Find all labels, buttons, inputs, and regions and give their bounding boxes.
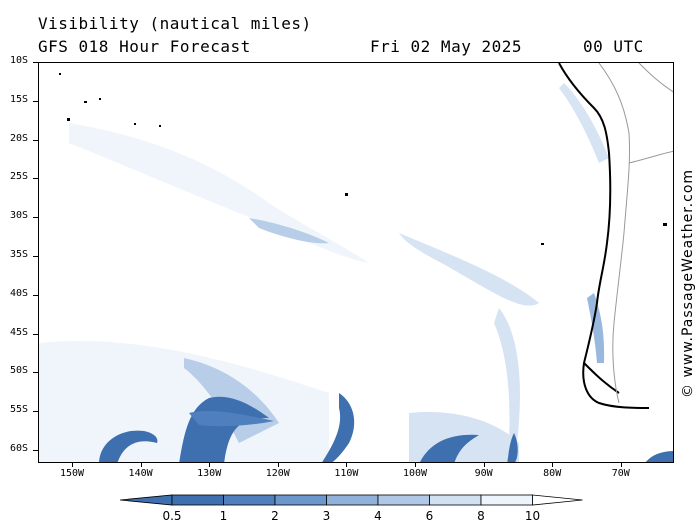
legend-swatch — [274, 494, 327, 506]
low-visibility-areas — [99, 393, 673, 462]
lat-label: 55S — [10, 404, 29, 416]
lon-label: 150W — [59, 468, 85, 479]
lon-tick — [277, 463, 279, 467]
legend-swatch — [326, 494, 379, 506]
lat-tick — [33, 294, 38, 296]
lat-tick — [33, 100, 38, 102]
islands — [59, 73, 667, 245]
legend-label: 8 — [477, 509, 485, 523]
legend-arrow-high — [532, 494, 583, 506]
lat-label: 20S — [10, 132, 29, 144]
lat-label: 15S — [10, 93, 29, 105]
lon-label: 120W — [265, 468, 290, 479]
legend-label: 3 — [322, 509, 331, 523]
credit-text: © www.PassageWeather.com — [680, 168, 696, 398]
lon-label: 140W — [128, 468, 153, 479]
lat-tick — [33, 411, 38, 413]
legend-swatch — [223, 494, 276, 506]
lat-label: 50S — [10, 365, 29, 377]
country-borders — [598, 63, 673, 404]
lon-tick — [620, 463, 622, 467]
forecast-date: Fri 02 May 2025 — [370, 37, 522, 56]
lat-tick — [33, 217, 38, 219]
lon-tick — [140, 463, 142, 467]
lon-tick — [72, 463, 73, 467]
lon-tick — [483, 463, 485, 467]
lat-tick — [33, 450, 38, 451]
lat-label: 40S — [10, 287, 29, 299]
visibility-map — [38, 62, 674, 463]
map-canvas — [39, 63, 673, 462]
lon-tick — [209, 463, 211, 467]
lat-tick — [33, 256, 38, 257]
lat-label: 25S — [10, 171, 29, 183]
lon-label: 80W — [543, 468, 562, 479]
lon-label: 100W — [402, 468, 428, 479]
lon-label: 90W — [474, 468, 493, 479]
lat-tick — [33, 139, 38, 141]
lon-tick — [346, 463, 348, 467]
lon-label: 70W — [611, 468, 630, 479]
lon-label: 110W — [334, 468, 359, 479]
lat-tick — [33, 333, 38, 335]
lat-tick — [33, 62, 38, 63]
lat-label: 60S — [10, 443, 29, 454]
legend-swatch — [377, 494, 430, 506]
lon-label: 130W — [197, 468, 222, 479]
legend-arrow-low — [119, 494, 173, 506]
legend-swatch — [480, 494, 533, 506]
lon-tick — [415, 463, 416, 467]
lat-label: 10S — [10, 55, 29, 66]
legend-swatch — [429, 494, 482, 506]
legend-label: 0.5 — [162, 509, 182, 523]
legend-label: 4 — [374, 509, 382, 523]
forecast-model: GFS 018 Hour Forecast — [38, 37, 251, 56]
lat-label: 30S — [10, 210, 29, 222]
visibility-shading — [39, 83, 609, 462]
legend-label: 2 — [271, 509, 279, 523]
coastline — [558, 63, 650, 409]
map-title: Visibility (nautical miles) — [38, 14, 312, 33]
lat-label: 45S — [10, 326, 29, 338]
lon-tick — [552, 463, 554, 467]
legend-label: 10 — [524, 509, 541, 523]
lat-tick — [33, 372, 38, 374]
lat-tick — [33, 178, 38, 180]
legend-label: 1 — [219, 509, 228, 523]
legend-colorbar — [119, 494, 583, 506]
legend-swatch — [171, 494, 224, 506]
legend-label: 6 — [425, 509, 434, 523]
forecast-time: 00 UTC — [583, 37, 644, 56]
lat-label: 35S — [10, 249, 29, 260]
